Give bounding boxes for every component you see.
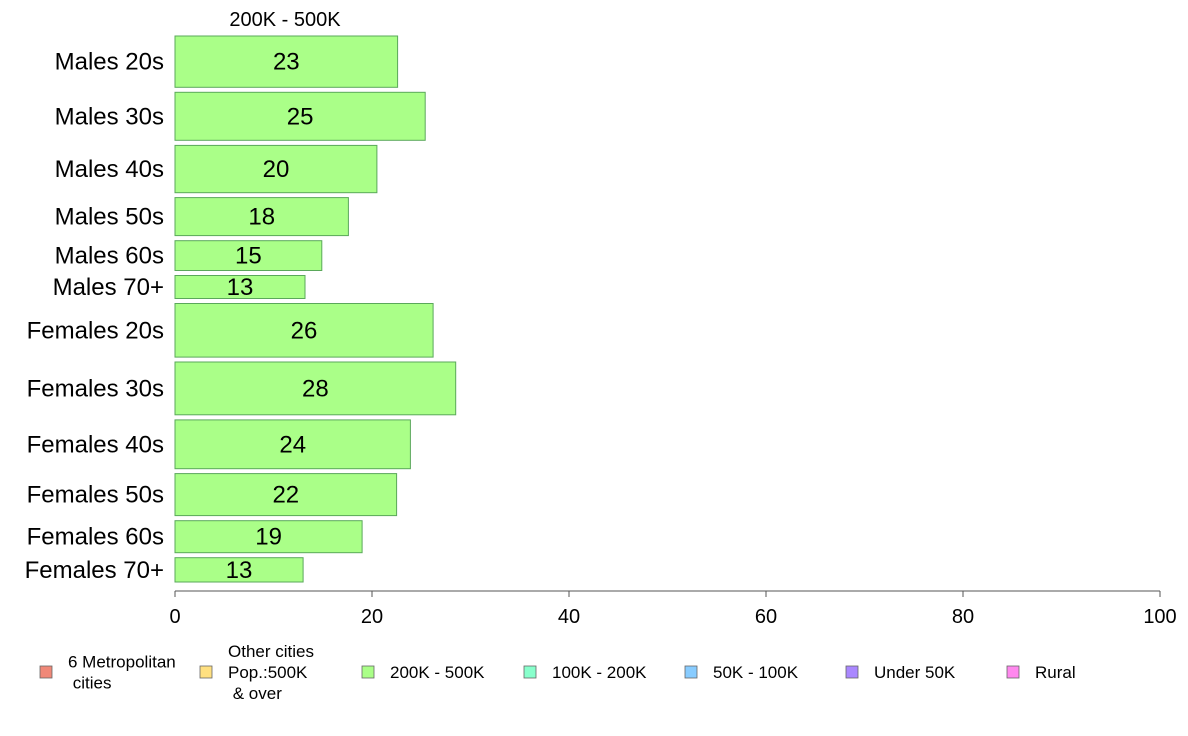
legend-label: Rural xyxy=(1035,663,1076,682)
x-axis: 0 20 40 60 80 100 xyxy=(169,590,1177,628)
legend-label: Other cities Pop.:500K & over xyxy=(228,642,314,703)
legend: 6 Metropolitan cities Other cities Pop.:50… xyxy=(39,642,1076,703)
bar xyxy=(174,557,304,583)
data-label: 23 xyxy=(273,49,300,76)
category-label: Females 40s xyxy=(27,431,164,458)
legend-label: Under 50K xyxy=(874,663,956,682)
data-label: 20 xyxy=(263,156,290,183)
data-label: 13 xyxy=(227,274,254,301)
legend-swatch xyxy=(523,665,537,679)
data-label: 26 xyxy=(291,317,318,344)
x-tick-label: 100 xyxy=(1143,606,1176,628)
category-label: Females 20s xyxy=(27,317,164,344)
category-label: Males 40s xyxy=(55,156,164,183)
legend-item: 100K - 200K xyxy=(523,663,647,682)
bar xyxy=(174,419,411,470)
bar xyxy=(174,240,323,271)
legend-item: Under 50K xyxy=(845,663,956,682)
category-label: Males 20s xyxy=(55,49,164,76)
legend-label: 200K - 500K xyxy=(390,663,485,682)
data-label: 18 xyxy=(248,204,275,231)
category-label: Females 50s xyxy=(27,482,164,509)
category-label: Females 70+ xyxy=(25,557,164,584)
category-label: Males 50s xyxy=(55,204,164,231)
bar xyxy=(174,473,398,517)
category-label: Males 30s xyxy=(55,103,164,130)
legend-item: Rural xyxy=(1006,663,1076,682)
data-label: 15 xyxy=(235,243,262,270)
data-label: 19 xyxy=(255,524,282,551)
chart-title: 200K - 500K xyxy=(229,9,341,31)
bar xyxy=(174,275,306,299)
legend-swatch xyxy=(361,665,375,679)
legend-item: 6 Metropolitan cities xyxy=(39,653,176,693)
data-label: 28 xyxy=(302,375,329,402)
category-label: Males 70+ xyxy=(53,274,164,301)
data-label: 22 xyxy=(272,482,299,509)
legend-swatch xyxy=(684,665,698,679)
bars-group: Males 20s 23 Males 30s 25 Males 40s 20 Males 5… xyxy=(25,35,457,584)
data-label: 13 xyxy=(226,557,253,584)
data-label: 25 xyxy=(287,103,314,130)
legend-label: 50K - 100K xyxy=(713,663,799,682)
category-label: Females 60s xyxy=(27,524,164,551)
legend-label: 6 Metropolitan cities xyxy=(68,653,176,693)
bar xyxy=(174,197,349,237)
category-label: Males 60s xyxy=(55,243,164,270)
bar xyxy=(174,361,457,416)
x-tick-label: 80 xyxy=(952,606,974,628)
legend-label: 100K - 200K xyxy=(552,663,647,682)
x-tick-label: 20 xyxy=(361,606,383,628)
legend-swatch xyxy=(199,665,213,679)
legend-item: Other cities Pop.:500K & over xyxy=(199,642,314,703)
legend-swatch xyxy=(845,665,859,679)
bar xyxy=(174,91,426,141)
bar xyxy=(174,144,378,194)
bar xyxy=(174,303,434,358)
legend-item: 50K - 100K xyxy=(684,663,799,682)
legend-swatch xyxy=(1006,665,1020,679)
data-label: 24 xyxy=(279,431,306,458)
bar xyxy=(174,35,399,88)
x-tick-label: 60 xyxy=(755,606,777,628)
category-label: Females 30s xyxy=(27,375,164,402)
bar xyxy=(174,520,363,554)
legend-item: 200K - 500K xyxy=(361,663,485,682)
x-tick-label: 0 xyxy=(169,606,180,628)
legend-swatch xyxy=(39,665,53,679)
x-tick-label: 40 xyxy=(558,606,580,628)
